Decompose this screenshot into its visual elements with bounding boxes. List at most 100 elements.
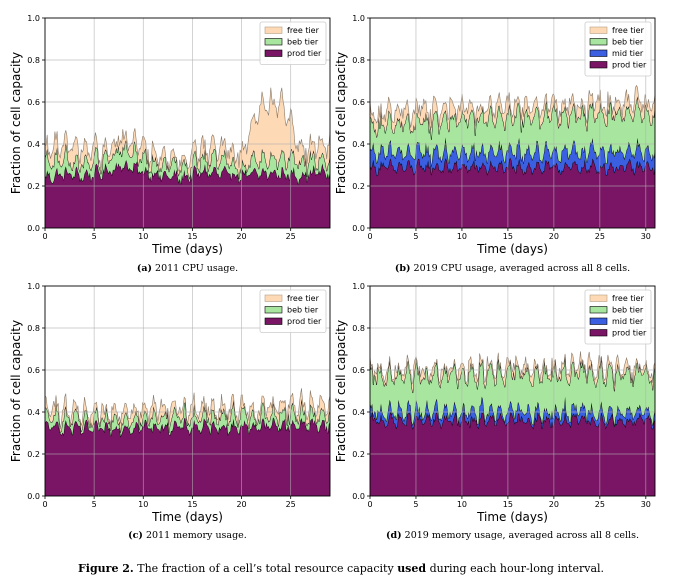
y-tick-label: 1.0: [352, 282, 365, 291]
chart-panel: 0 5 10 15 20 25 30 0.0 0.2 0.4 0.6 0.8 1.0 Time (days…: [334, 14, 656, 274]
x-tick-label: 30: [641, 232, 651, 241]
y-tick-label: 0.4: [27, 408, 40, 417]
y-tick-label: 0.2: [352, 182, 365, 191]
x-tick-label: 20: [549, 232, 559, 241]
x-tick-label: 5: [413, 232, 418, 241]
legend-label-mid: mid tier: [612, 317, 644, 326]
x-tick-label: 20: [236, 232, 246, 241]
y-tick-label: 0.8: [352, 324, 365, 333]
y-tick-label: 0.8: [27, 56, 40, 65]
area-beb-tier: [45, 140, 330, 185]
legend: free tier beb tier prod tier: [259, 289, 327, 333]
legend-swatch-mid: [589, 317, 608, 325]
legend-label-prod: prod tier: [287, 317, 322, 326]
y-tick-label: 0.6: [352, 98, 365, 107]
area-free-tier: [370, 351, 655, 393]
plot-frame: [44, 17, 331, 229]
legend-swatch-free: [264, 26, 283, 34]
x-tick-label: 15: [187, 232, 197, 241]
y-tick-label: 0.0: [27, 224, 40, 233]
subfigure-caption: (a) 2011 CPU usage.: [137, 263, 238, 274]
legend-label-prod: prod tier: [612, 61, 647, 70]
y-tick-label: 0.8: [352, 56, 365, 65]
x-tick-label: 30: [641, 500, 651, 509]
y-tick-label: 0.2: [27, 182, 40, 191]
line-free-tier: [45, 87, 330, 173]
x-tick-label: 20: [549, 500, 559, 509]
legend: free tier beb tier mid tier prod tier: [584, 289, 652, 345]
legend-swatch-prod: [589, 61, 608, 69]
x-tick-label: 10: [138, 232, 148, 241]
y-axis-label: Fraction of cell capacity: [9, 320, 23, 462]
chart-panel: 0 5 10 15 20 25 0.0 0.2 0.4 0.6 0.8 1.0 Time (days) F…: [9, 282, 331, 541]
y-tick-label: 0.0: [352, 492, 365, 501]
x-tick-label: 25: [286, 232, 296, 241]
legend-swatch-prod: [264, 49, 283, 57]
legend-label-prod: prod tier: [287, 49, 322, 58]
area-mid-tier: [370, 137, 655, 176]
chart-panel: 0 5 10 15 20 25 0.0 0.2 0.4 0.6 0.8 1.0 Time (days) F…: [9, 14, 331, 274]
plot-frame: [369, 285, 656, 497]
x-axis-label: Time (days): [151, 510, 223, 524]
y-tick-label: 0.0: [352, 224, 365, 233]
grid: [45, 18, 330, 228]
x-tick-label: 15: [503, 232, 513, 241]
x-tick-label: 0: [42, 500, 47, 509]
legend-swatch-beb: [589, 38, 608, 46]
x-tick-label: 25: [595, 500, 605, 509]
area-beb-tier: [45, 398, 330, 437]
legend-label-beb: beb tier: [612, 38, 644, 47]
plot-frame: [44, 285, 331, 497]
line-free-tier: [45, 388, 330, 430]
y-tick-label: 0.2: [27, 450, 40, 459]
subfigure-caption: (c) 2011 memory usage.: [128, 530, 247, 541]
y-axis-label: Fraction of cell capacity: [9, 52, 23, 194]
x-tick-label: 25: [286, 500, 296, 509]
grid: [370, 18, 655, 228]
y-tick-label: 1.0: [352, 14, 365, 23]
grid: [370, 286, 655, 496]
legend-swatch-beb: [264, 38, 283, 46]
x-tick-label: 15: [503, 500, 513, 509]
legend-swatch-beb: [589, 306, 608, 314]
y-tick-label: 0.4: [352, 140, 365, 149]
legend-swatch-free: [589, 294, 608, 302]
legend-swatch-mid: [589, 49, 608, 57]
x-axis-label: Time (days): [151, 242, 223, 256]
legend-label-free: free tier: [612, 294, 645, 303]
legend-label-free: free tier: [287, 294, 320, 303]
legend-label-mid: mid tier: [612, 49, 644, 58]
y-tick-label: 1.0: [27, 14, 40, 23]
y-tick-label: 0.4: [27, 140, 40, 149]
legend: free tier beb tier prod tier: [259, 21, 327, 65]
x-tick-label: 5: [413, 500, 418, 509]
x-tick-label: 5: [92, 232, 97, 241]
y-tick-label: 0.0: [27, 492, 40, 501]
y-tick-label: 0.4: [352, 408, 365, 417]
plot-frame: [369, 17, 656, 229]
area-free-tier: [45, 87, 330, 180]
subfigure-caption: (b) 2019 CPU usage, averaged across all …: [395, 263, 630, 274]
area-beb-tier: [370, 355, 655, 426]
legend-swatch-beb: [264, 306, 283, 314]
x-tick-label: 0: [367, 500, 372, 509]
legend-label-free: free tier: [287, 26, 320, 35]
y-axis-label: Fraction of cell capacity: [334, 320, 348, 462]
y-tick-label: 1.0: [27, 282, 40, 291]
line-free-tier: [370, 351, 655, 386]
y-tick-label: 0.6: [27, 366, 40, 375]
x-axis-label: Time (days): [476, 242, 548, 256]
legend-label-beb: beb tier: [612, 306, 644, 315]
legend-swatch-prod: [264, 317, 283, 325]
y-tick-label: 0.6: [27, 98, 40, 107]
legend-swatch-prod: [589, 329, 608, 337]
line-free-tier: [370, 84, 655, 129]
y-tick-label: 0.6: [352, 366, 365, 375]
legend-swatch-free: [589, 26, 608, 34]
figure-caption: Figure 2. The fraction of a cell’s total…: [78, 562, 604, 575]
legend-label-beb: beb tier: [287, 38, 319, 47]
legend-swatch-free: [264, 294, 283, 302]
area-prod-tier: [45, 417, 330, 496]
y-axis-label: Fraction of cell capacity: [334, 52, 348, 194]
